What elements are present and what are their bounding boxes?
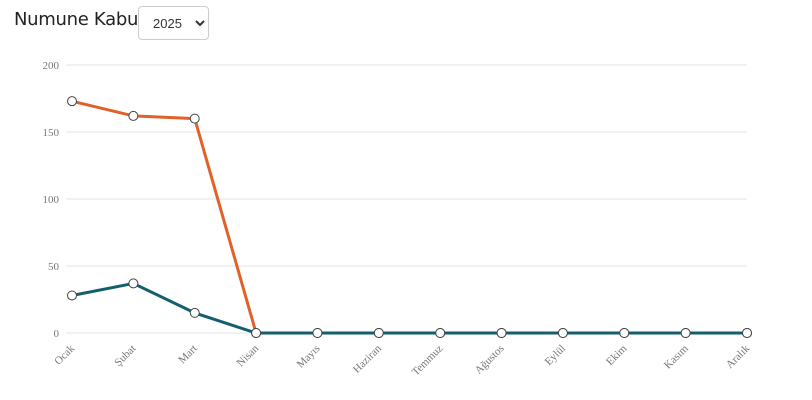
x-tick-label: Mayıs	[295, 343, 323, 371]
x-tick-label: Ağustos	[473, 343, 507, 377]
x-tick-label: Temmuz	[410, 343, 446, 379]
x-tick-label: Şubat	[112, 343, 138, 369]
x-tick-label: Ocak	[52, 342, 77, 367]
y-tick-label: 100	[43, 194, 60, 206]
data-point	[189, 113, 200, 124]
x-tick-label: Haziran	[351, 342, 384, 375]
y-tick-label: 50	[48, 261, 60, 273]
data-point	[189, 307, 200, 318]
series-line	[71, 99, 747, 335]
series-line	[71, 281, 747, 335]
x-tick-label: Nisan	[235, 342, 262, 369]
x-tick-label: Ekim	[604, 342, 630, 368]
chart-title: Numune Kabul	[14, 9, 143, 30]
year-select[interactable]: 2025	[138, 6, 209, 40]
data-point	[67, 290, 77, 301]
data-point	[619, 328, 630, 338]
data-point	[128, 278, 139, 289]
data-point	[67, 96, 77, 107]
data-point	[128, 110, 139, 121]
x-tick-label: Kasım	[662, 342, 691, 371]
data-point	[557, 328, 568, 338]
x-tick-label: Aralık	[724, 342, 753, 371]
x-tick-label: Eylül	[543, 343, 568, 368]
y-tick-label: 200	[43, 60, 60, 72]
data-point	[680, 328, 691, 338]
y-tick-label: 150	[43, 127, 60, 139]
data-point	[742, 328, 752, 338]
data-point	[251, 328, 262, 338]
data-point	[312, 328, 323, 338]
y-tick-label: 0	[54, 328, 60, 340]
x-tick-label: Mart	[176, 343, 200, 367]
data-point	[373, 328, 384, 338]
data-point	[435, 328, 446, 338]
data-point	[496, 328, 507, 338]
